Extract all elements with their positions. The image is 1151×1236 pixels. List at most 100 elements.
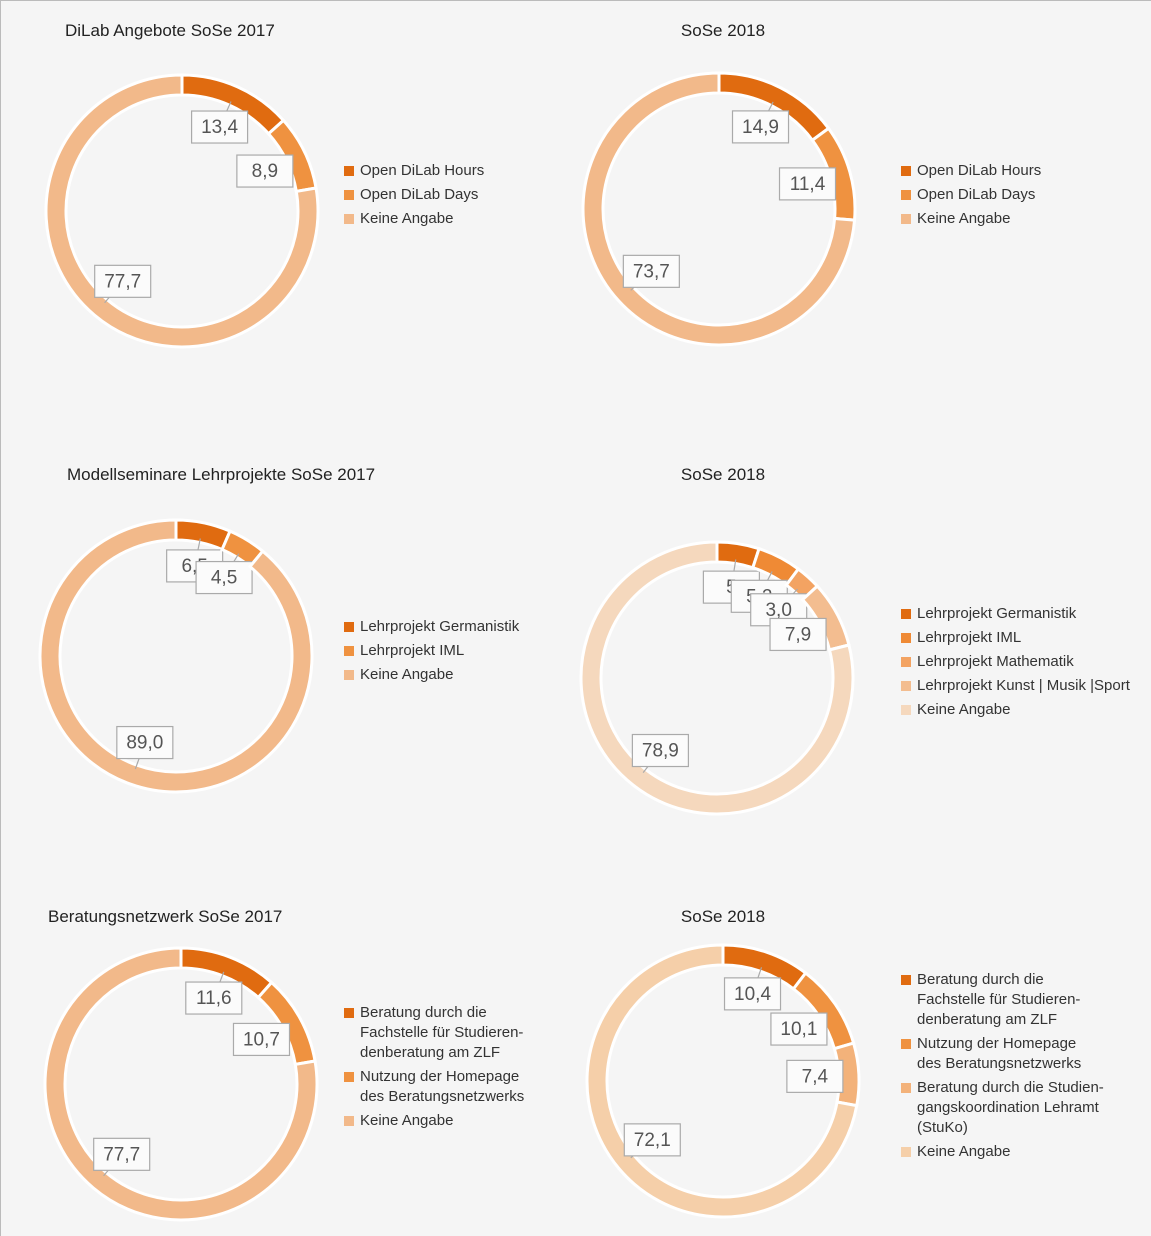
legend-item: Lehrprojekt Mathematik xyxy=(901,652,1130,672)
callout-box xyxy=(190,110,249,144)
legend-swatch xyxy=(901,1039,911,1049)
value-label: 73,7 xyxy=(633,261,670,282)
legend-swatch xyxy=(344,670,354,680)
legend-label: Lehrprojekt Germanistik xyxy=(917,605,1077,622)
legend-swatch xyxy=(344,214,354,224)
legend: Open DiLab Hours Open DiLab Days Keine Ang… xyxy=(344,161,484,233)
donut-segment xyxy=(38,518,314,794)
callout-box xyxy=(786,1059,844,1093)
legend-item: Lehrprojekt IML xyxy=(901,628,1130,648)
legend-swatch xyxy=(901,705,911,715)
legend-swatch xyxy=(901,190,911,200)
legend-label: Keine Angabe xyxy=(360,210,454,227)
legend-label: Lehrprojekt IML xyxy=(917,629,1022,646)
legend-label: Keine Angabe xyxy=(360,1112,454,1129)
callout-box xyxy=(116,725,174,760)
donut-segment xyxy=(43,946,319,1222)
legend-item: Lehrprojekt IML xyxy=(344,641,519,661)
legend-item: Keine Angabe xyxy=(901,1142,1104,1162)
callout-box xyxy=(778,167,837,201)
legend-label: Open DiLab Hours xyxy=(917,162,1042,179)
legend-swatch xyxy=(344,1008,354,1018)
callout-box xyxy=(770,1012,828,1046)
value-label: 89,0 xyxy=(126,733,163,754)
legend-label: Beratung durch die Fachstelle für Studie… xyxy=(917,971,1081,1028)
legend-label: Lehrprojekt IML xyxy=(360,642,465,659)
legend-item: Keine Angabe xyxy=(344,1111,524,1131)
callout-box xyxy=(631,733,689,768)
legend-swatch xyxy=(901,609,911,619)
legend-label: Open DiLab Days xyxy=(917,186,1036,203)
legend-label: Keine Angabe xyxy=(917,1143,1011,1160)
legend-item: Keine Angabe xyxy=(901,209,1041,229)
legend-swatch xyxy=(344,1116,354,1126)
legend-item: Lehrprojekt Germanistik xyxy=(901,604,1130,624)
legend: Beratung durch die Fachstelle für Studie… xyxy=(901,970,1104,1166)
callout-box xyxy=(723,977,782,1011)
legend-item: Nutzung der Homepage des Beratungsnetzwe… xyxy=(344,1067,524,1107)
legend-swatch xyxy=(901,1147,911,1157)
value-label: 11,6 xyxy=(196,988,232,1009)
legend: Lehrprojekt Germanistik Lehrprojekt IML Le… xyxy=(901,604,1130,724)
value-label: 10,4 xyxy=(734,984,771,1005)
chart-title: SoSe 2018 xyxy=(680,907,766,926)
chart-title: SoSe 2018 xyxy=(680,465,766,484)
legend-label: Keine Angabe xyxy=(360,666,454,683)
value-label: 7,4 xyxy=(802,1066,829,1087)
value-label: 77,7 xyxy=(104,271,141,292)
value-label: 7,9 xyxy=(785,624,811,645)
legend-swatch xyxy=(901,166,911,176)
value-label: 13,4 xyxy=(201,117,238,138)
legend-item: Lehrprojekt Kunst | Musik |Sport xyxy=(901,676,1130,696)
legend-label: Lehrprojekt Kunst | Musik |Sport xyxy=(917,677,1130,694)
callout-box xyxy=(232,1022,291,1057)
donut-segment xyxy=(44,73,320,349)
legend-swatch xyxy=(344,1072,354,1082)
legend-item: Beratung durch die Studien- gangskoordin… xyxy=(901,1078,1104,1138)
value-label: 4,5 xyxy=(211,568,237,589)
chart-title: SoSe 2018 xyxy=(680,21,766,40)
legend-swatch xyxy=(344,646,354,656)
chart-title: Modellseminare Lehrprojekte SoSe 2017 xyxy=(67,465,376,484)
legend-item: Nutzung der Homepage des Beratungsnetzwe… xyxy=(901,1034,1104,1074)
legend-swatch xyxy=(901,1083,911,1093)
value-label: 3,0 xyxy=(765,600,791,621)
legend-item: Open DiLab Hours xyxy=(344,161,484,181)
legend-item: Open DiLab Days xyxy=(901,185,1041,205)
value-label: 78,9 xyxy=(642,741,679,762)
legend-item: Keine Angabe xyxy=(344,209,484,229)
donut-segment xyxy=(581,71,857,347)
callout-box xyxy=(623,1123,681,1157)
donut-segment xyxy=(174,518,232,552)
legend-swatch xyxy=(344,190,354,200)
value-label: 72,1 xyxy=(634,1130,671,1151)
legend-label: Open DiLab Hours xyxy=(360,162,485,179)
legend-item: Lehrprojekt Germanistik xyxy=(344,617,519,637)
legend-label: Beratung durch die Studien- gangskoordin… xyxy=(917,1079,1104,1136)
legend-swatch xyxy=(901,681,911,691)
legend-swatch xyxy=(901,975,911,985)
callout-box xyxy=(94,264,152,298)
legend-item: Open DiLab Hours xyxy=(901,161,1041,181)
value-label: 10,1 xyxy=(780,1019,817,1040)
value-label: 8,9 xyxy=(252,161,278,182)
callout-box xyxy=(185,981,243,1015)
legend-label: Keine Angabe xyxy=(917,210,1011,227)
legend-label: Nutzung der Homepage des Beratungsnetzwe… xyxy=(917,1035,1082,1072)
legend-swatch xyxy=(344,622,354,632)
legend-swatch xyxy=(901,657,911,667)
callout-box xyxy=(236,154,294,188)
value-label: 14,9 xyxy=(742,117,779,138)
value-label: 11,4 xyxy=(790,174,826,195)
value-label: 10,7 xyxy=(243,1029,280,1050)
legend-item: Open DiLab Days xyxy=(344,185,484,205)
callout-box xyxy=(93,1137,151,1171)
legend-swatch xyxy=(344,166,354,176)
legend-item: Keine Angabe xyxy=(901,700,1130,720)
legend-label: Lehrprojekt Germanistik xyxy=(360,618,520,635)
legend-label: Lehrprojekt Mathematik xyxy=(917,653,1074,670)
callout-box xyxy=(622,254,680,288)
callout-box xyxy=(769,617,827,652)
legend-item: Beratung durch die Fachstelle für Studie… xyxy=(344,1003,524,1063)
